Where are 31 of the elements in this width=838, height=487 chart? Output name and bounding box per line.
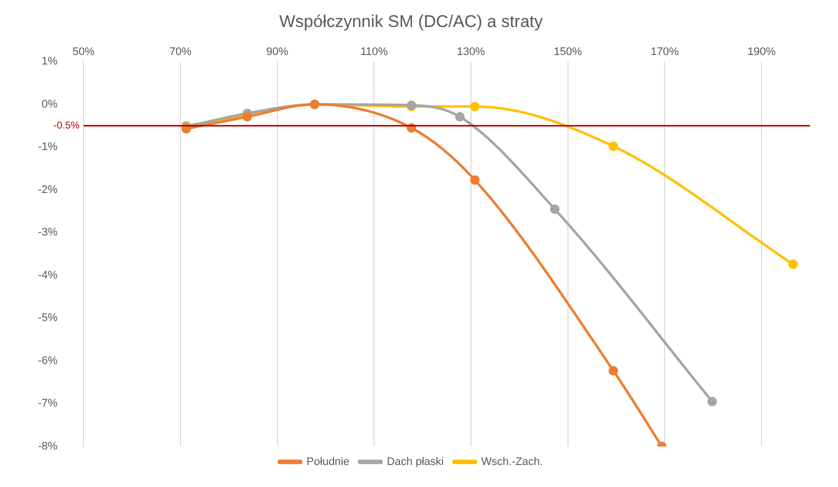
y-tick-label: -2% xyxy=(38,184,58,196)
y-tick-label: -3% xyxy=(38,226,58,239)
x-tick-label: 50% xyxy=(72,46,95,58)
ref-line-label: -0.5% xyxy=(53,120,80,132)
y-tick-label: -8% xyxy=(38,440,58,452)
x-tick-label: 170% xyxy=(650,46,679,58)
x-tick-label: 110% xyxy=(360,46,388,58)
point xyxy=(788,260,798,270)
chart-title: Współczynnik SM (DC/AC) a straty xyxy=(279,12,544,31)
legend-label: Południe xyxy=(306,456,350,468)
y-tick-label: -4% xyxy=(38,269,58,282)
y-tick-label: -7% xyxy=(38,398,58,410)
point xyxy=(608,366,618,376)
x-tick-label: 130% xyxy=(456,46,486,58)
point xyxy=(707,396,717,406)
point xyxy=(470,102,480,112)
x-tick-label: 70% xyxy=(169,46,192,58)
y-tick-label: 0% xyxy=(42,98,58,110)
y-tick-label: -5% xyxy=(38,312,58,324)
y-tick-label: -6% xyxy=(38,354,58,367)
point xyxy=(550,204,560,214)
point xyxy=(455,112,465,122)
legend-label: Dach płaski xyxy=(386,456,444,468)
y-tick-label: -1% xyxy=(38,141,58,154)
y-tick-label: 1% xyxy=(42,56,58,68)
x-tick-label: 190% xyxy=(748,46,776,58)
x-tick-label: 150% xyxy=(554,46,582,58)
x-tick-label: 90% xyxy=(266,46,288,58)
point xyxy=(608,142,618,152)
legend-label: Wsch.-Zach. xyxy=(481,456,543,468)
point xyxy=(470,175,480,185)
